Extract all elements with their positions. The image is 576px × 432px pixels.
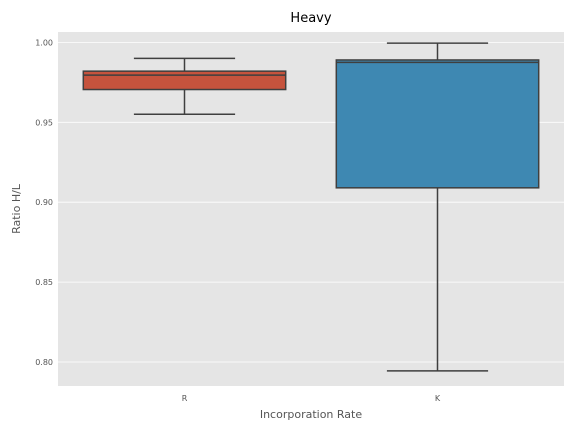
y-tick-label: 0.85: [35, 278, 53, 287]
boxes: [82, 42, 540, 372]
chart-title: Heavy: [290, 11, 331, 26]
y-tick-labels: 0.80 0.85 0.90 0.95 1.00: [35, 38, 53, 367]
x-tick-label: R: [182, 394, 188, 403]
box-group-K: [335, 42, 540, 372]
y-tick-label: 1.00: [35, 38, 53, 47]
y-tick-label: 0.90: [35, 198, 53, 207]
box-iqr: [335, 59, 540, 189]
x-axis-label: Incorporation Rate: [260, 408, 363, 421]
box-iqr: [82, 70, 287, 91]
y-axis-label: Ratio H/L: [10, 183, 23, 234]
y-tick-label: 0.95: [35, 118, 53, 127]
box-group-R: [82, 57, 287, 116]
x-tick-label: K: [435, 394, 441, 403]
y-tick-label: 0.80: [35, 358, 53, 367]
